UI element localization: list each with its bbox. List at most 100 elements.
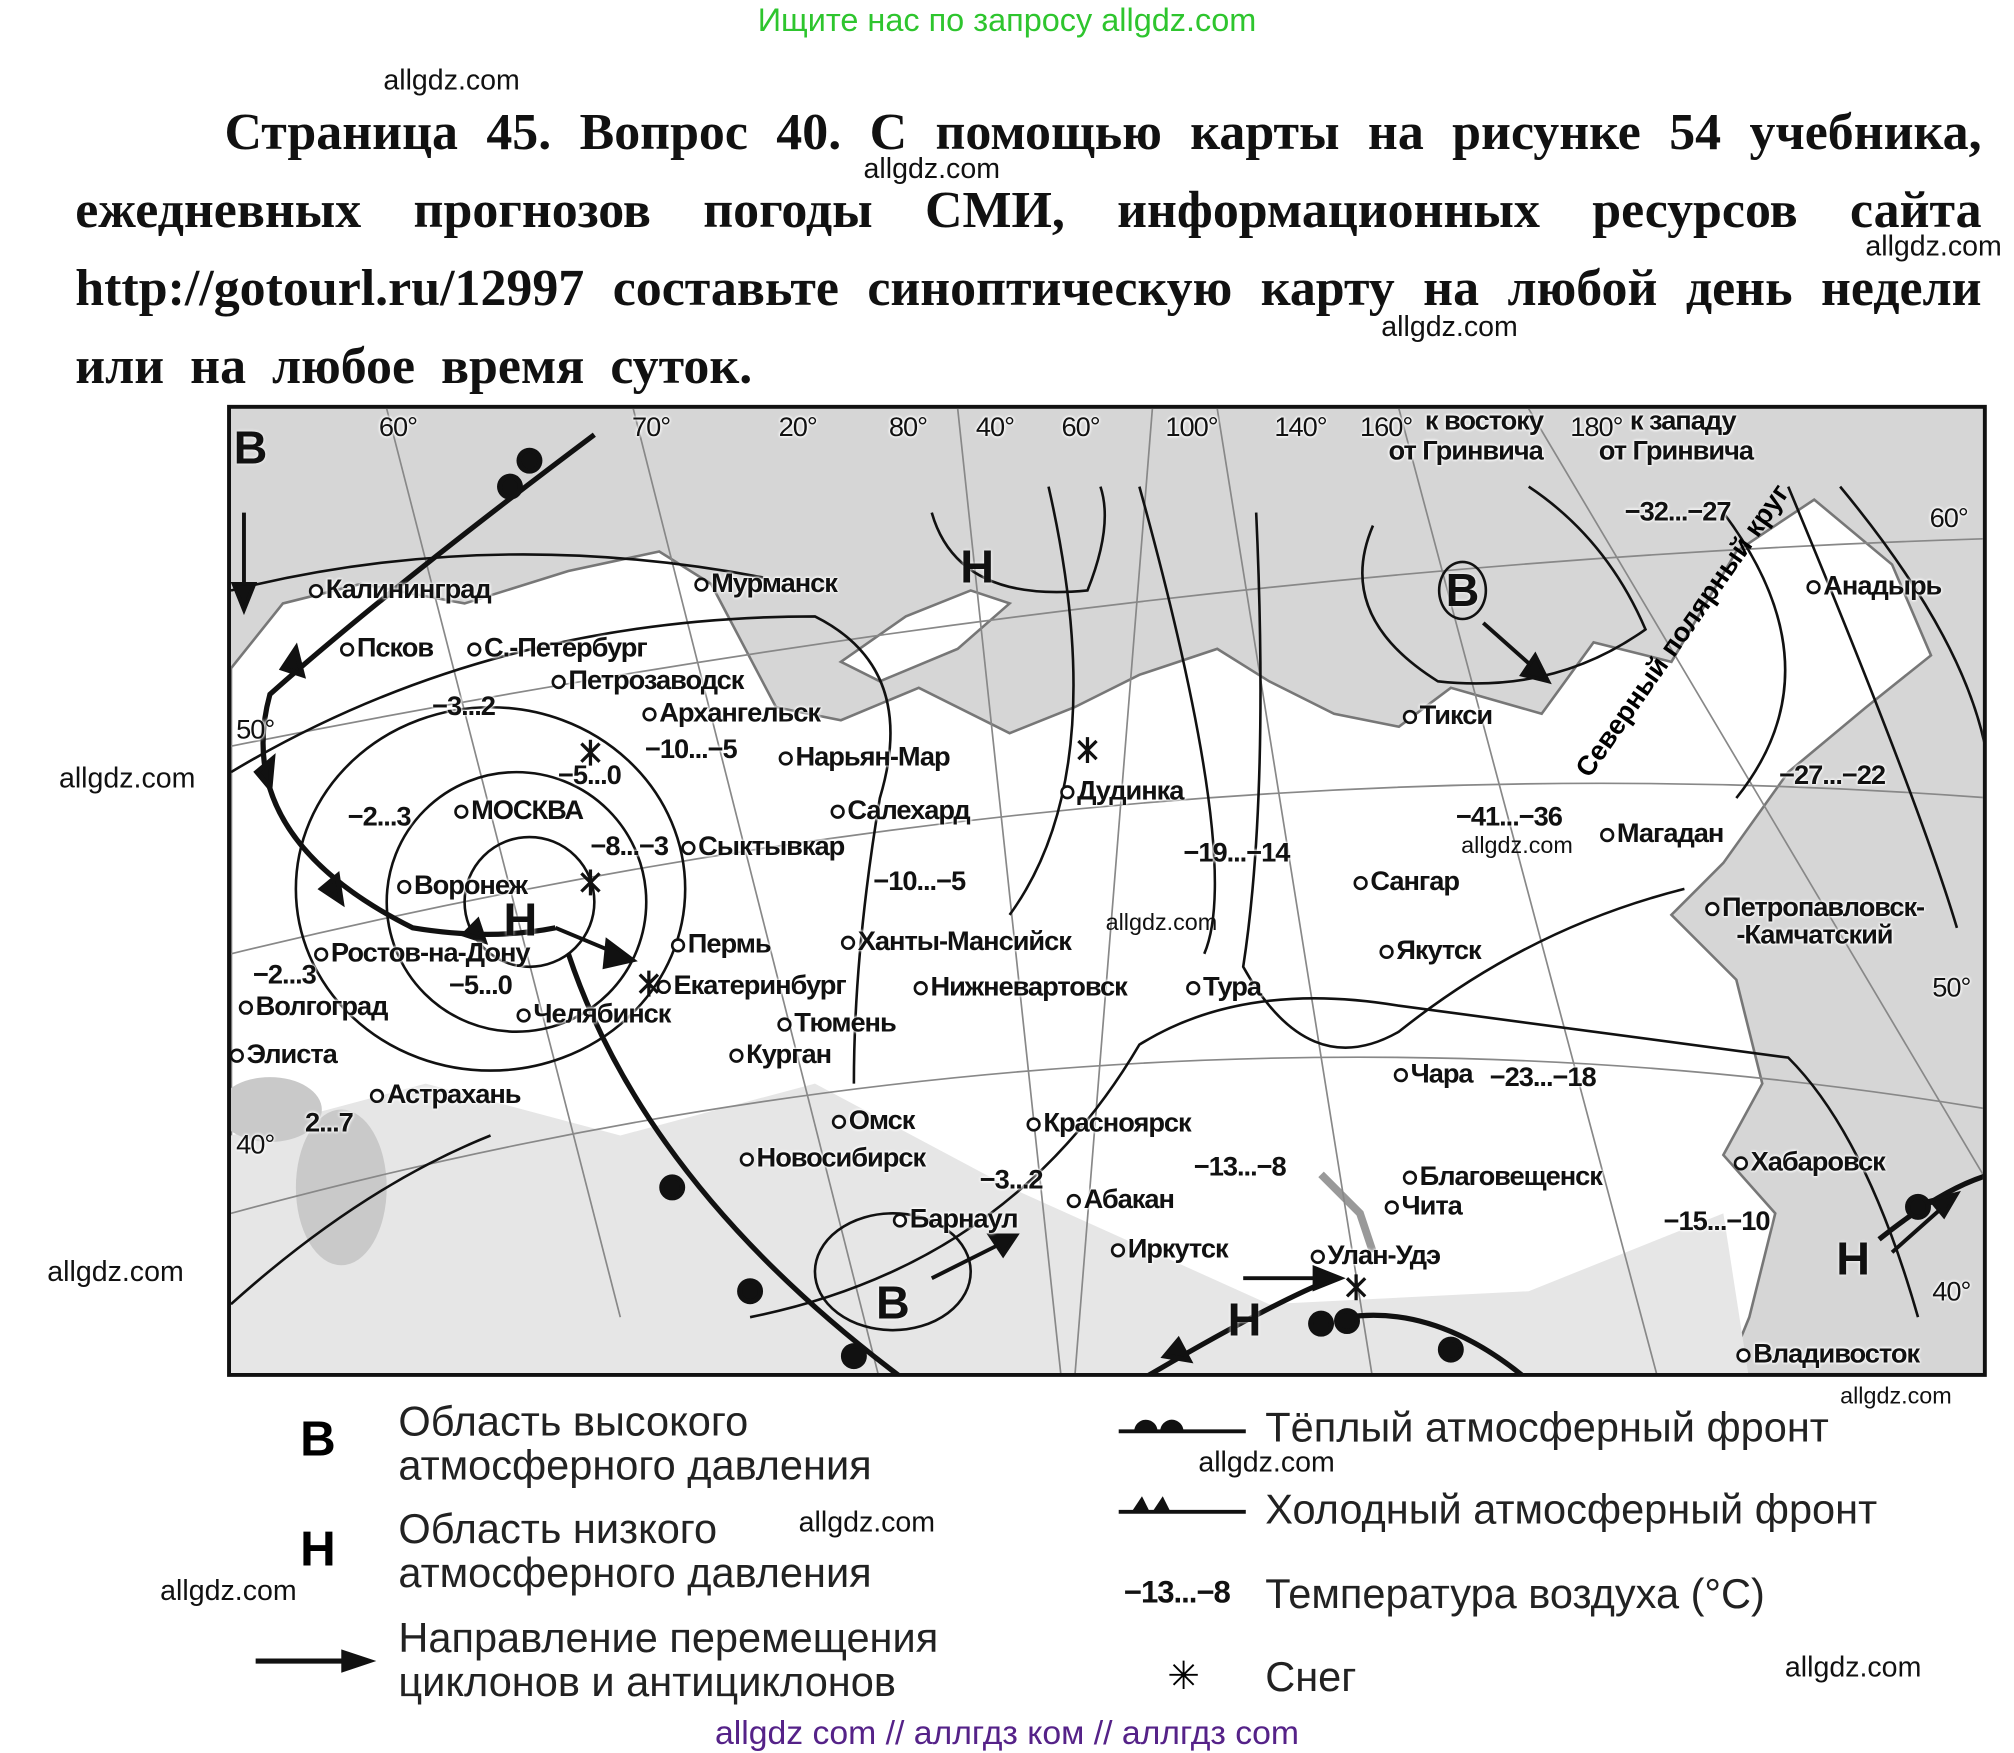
city-label: Мурманск bbox=[694, 568, 838, 599]
low-pressure-marker: Н bbox=[1836, 1231, 1870, 1285]
high-pressure-marker: В bbox=[875, 1275, 910, 1329]
city-label: Иркутск bbox=[1111, 1234, 1229, 1265]
temperature-label: −5...0 bbox=[449, 970, 513, 1001]
west-label: к западу bbox=[1629, 406, 1737, 437]
city-label: Ростов-на-Дону bbox=[314, 938, 531, 969]
city-label: Челябинск bbox=[516, 999, 671, 1030]
city-label: Чара bbox=[1394, 1059, 1474, 1090]
cold-front-icon bbox=[1118, 1496, 1246, 1514]
city-label: Пермь bbox=[671, 929, 772, 960]
city-label: Воронеж bbox=[397, 871, 528, 902]
temperature-label: −8...−3 bbox=[590, 831, 669, 862]
legend-low-text: Область низкого атмосферного давления bbox=[398, 1507, 871, 1595]
temperature-label: −3...2 bbox=[979, 1165, 1044, 1196]
temperature-label: −27...−22 bbox=[1779, 760, 1886, 791]
city-label: Новосибирск bbox=[740, 1143, 927, 1174]
temperature-label: −23...−18 bbox=[1489, 1062, 1597, 1093]
watermark: allgdz.com bbox=[383, 63, 520, 97]
city-label: Якутск bbox=[1379, 936, 1481, 967]
city-label: МОСКВА bbox=[454, 795, 584, 826]
city-label: Улан-Удэ bbox=[1311, 1241, 1442, 1272]
city-label: Хабаровск bbox=[1734, 1147, 1886, 1178]
movement-arrows bbox=[230, 512, 1961, 1292]
city-label: Волгоград bbox=[239, 991, 389, 1022]
watermark: allgdz.com bbox=[1461, 832, 1573, 859]
watermark: allgdz.com bbox=[58, 761, 196, 795]
city-label: Дудинка bbox=[1060, 776, 1184, 807]
longitude-label: 180° bbox=[1570, 412, 1623, 443]
city-label: Элиста bbox=[230, 1039, 338, 1070]
promo-banner: Ищите нас по запросу allgdz.com bbox=[757, 2, 1257, 39]
watermark: allgdz.com bbox=[1198, 1445, 1335, 1479]
legend-line: Область высокого bbox=[398, 1397, 749, 1445]
east-label: к востоку bbox=[1424, 406, 1544, 437]
temperature-label: −5...0 bbox=[558, 760, 622, 791]
city-label: Владивосток bbox=[1736, 1339, 1920, 1370]
city-label: Астрахань bbox=[370, 1080, 522, 1111]
temperature-label: 2...7 bbox=[304, 1108, 354, 1139]
black-sea bbox=[230, 1077, 322, 1142]
city-label: Петропавловск- bbox=[1705, 893, 1925, 924]
snow-marks bbox=[580, 737, 1367, 1301]
watermark: allgdz.com bbox=[47, 1254, 184, 1288]
city-label: Тикси bbox=[1403, 701, 1493, 732]
low-pressure-marker: Н bbox=[960, 539, 995, 594]
latitude-label: 60° bbox=[1929, 503, 1969, 534]
city-label: Ханты-Мансийск bbox=[841, 927, 1072, 958]
city-label: Барнаул bbox=[893, 1204, 1019, 1235]
legend-high-text: Область высокого атмосферного давления bbox=[398, 1399, 871, 1487]
synoptic-map bbox=[227, 404, 1987, 1377]
legend-temp-sample: −13...−8 bbox=[1123, 1575, 1231, 1611]
longitude-label: 60° bbox=[378, 412, 418, 443]
footer-watermark: allgdz com // аллгдз ком // аллгдз com bbox=[714, 1712, 1300, 1752]
legend-warm-front: Тёплый атмосферный фронт bbox=[1265, 1404, 1829, 1451]
city-label: Калининград bbox=[309, 575, 492, 606]
temperature-label: −19...−14 bbox=[1183, 838, 1291, 869]
city-label: Петрозаводск bbox=[552, 666, 744, 697]
temperature-label: −10...−5 bbox=[873, 866, 966, 897]
novaya-zemlya bbox=[838, 589, 1013, 683]
temperature-label: −10...−5 bbox=[644, 734, 738, 765]
east-label: от Гринвича bbox=[1388, 436, 1544, 466]
legend-snow: Снег bbox=[1265, 1653, 1357, 1700]
west-label: от Гринвича bbox=[1598, 436, 1754, 466]
graticule bbox=[230, 408, 1983, 1373]
city-label: Чита bbox=[1385, 1191, 1463, 1222]
low-pressure-marker: Н bbox=[1227, 1292, 1262, 1346]
legend-line: атмосферного давления bbox=[398, 1549, 872, 1597]
legend-line: циклонов и антициклонов bbox=[398, 1658, 896, 1706]
city-label: Екатеринбург bbox=[657, 971, 847, 1002]
city-label: Анадырь bbox=[1806, 571, 1942, 602]
temperature-label: −13...−8 bbox=[1193, 1152, 1287, 1183]
longitude-label: 160° bbox=[1359, 412, 1413, 443]
watermark: allgdz.com bbox=[1381, 310, 1518, 343]
city-label: Салехард bbox=[831, 795, 970, 826]
city-label: Сыктывкар bbox=[681, 832, 845, 863]
watermark: allgdz.com bbox=[160, 1574, 297, 1607]
watermark: allgdz.com bbox=[1865, 229, 2002, 263]
temperature-label: −2...3 bbox=[253, 960, 317, 991]
high-pressure-marker: В bbox=[233, 420, 268, 474]
city-label: Нижневартовск bbox=[914, 972, 1127, 1003]
legend-low-symbol: Н bbox=[300, 1522, 336, 1578]
longitude-label: 60° bbox=[1061, 412, 1101, 443]
city-label: С.-Петербург bbox=[467, 633, 648, 664]
watermark: allgdz.com bbox=[1105, 909, 1218, 935]
city-label: Омск bbox=[832, 1106, 916, 1137]
city-label: Тюмень bbox=[777, 1008, 897, 1039]
city-label: Абакан bbox=[1067, 1185, 1175, 1216]
city-label: Магадан bbox=[1600, 819, 1724, 850]
legend-cold-front: Холодный атмосферный фронт bbox=[1265, 1485, 1878, 1533]
latitude-label: 40° bbox=[236, 1130, 275, 1161]
longitude-label: 80° bbox=[888, 412, 928, 443]
city-label: Красноярск bbox=[1026, 1108, 1191, 1139]
question-title: Страница 45. Вопрос 40. С помощью карты … bbox=[75, 102, 1982, 395]
longitude-label: 20° bbox=[778, 412, 818, 443]
caspian-sea bbox=[295, 1109, 387, 1266]
high-pressure-marker: В bbox=[1437, 560, 1488, 621]
legend-high-symbol: В bbox=[300, 1412, 336, 1468]
legend-arrow-icon bbox=[255, 1649, 377, 1673]
baikal bbox=[1318, 1171, 1377, 1254]
city-label: Псков bbox=[340, 633, 434, 664]
longitude-label: 140° bbox=[1274, 412, 1327, 443]
